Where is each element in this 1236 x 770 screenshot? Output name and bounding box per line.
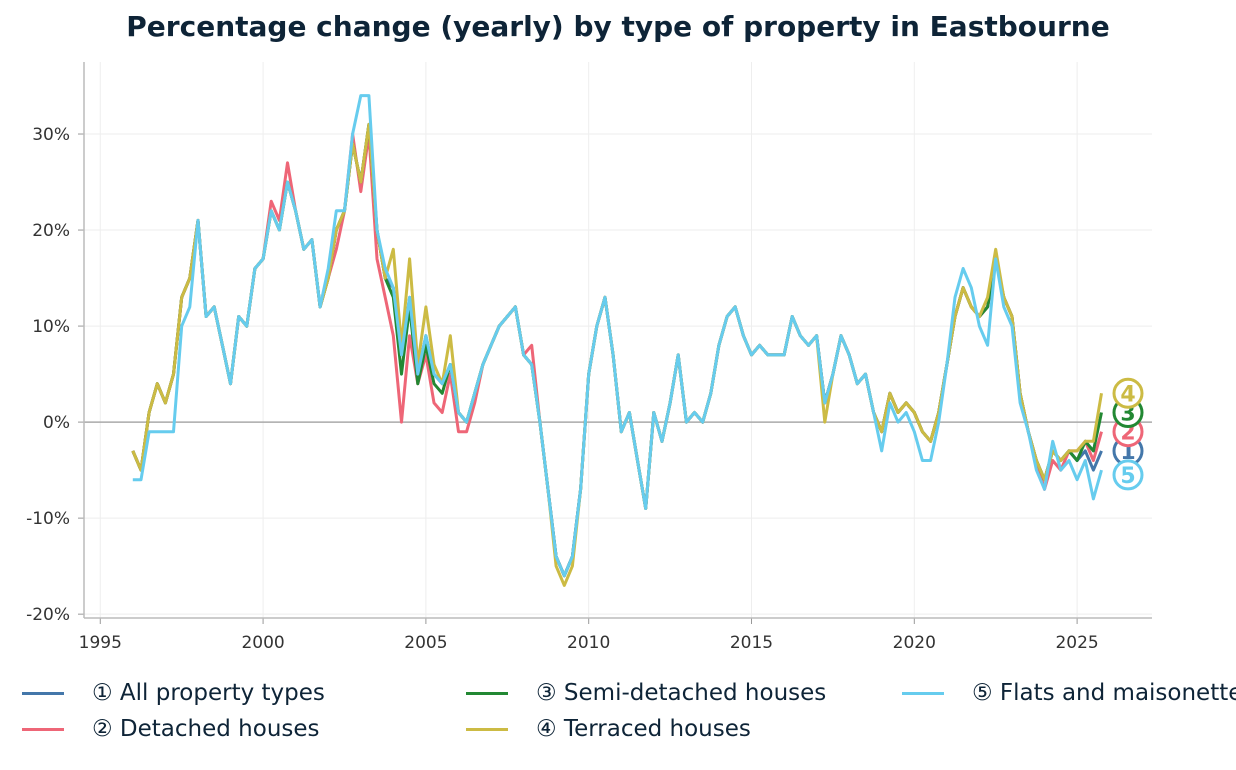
end-marker-label: 4: [1120, 382, 1135, 407]
x-tick-label: 2000: [241, 633, 284, 653]
series-line: [131, 132, 1103, 578]
x-tick-label: 2015: [730, 633, 773, 653]
legend-label: ② Detached houses: [92, 716, 320, 742]
legend-item: ⑤ Flats and maisonettes: [902, 680, 1236, 706]
y-tick-label: 0%: [43, 413, 70, 433]
legend-swatch: [902, 691, 944, 695]
end-marker-circle: [1112, 459, 1144, 491]
y-tick-label: -10%: [26, 509, 70, 529]
x-tick-label: 2020: [893, 633, 936, 653]
y-tick-label: -20%: [26, 605, 70, 625]
x-tick-label: 2005: [404, 633, 447, 653]
legend-label: ① All property types: [92, 680, 325, 706]
series-line: [131, 122, 1103, 578]
series-line: [132, 94, 1103, 578]
legend-item: ① All property types: [22, 680, 325, 706]
chart-title: Percentage change (yearly) by type of pr…: [126, 10, 1110, 43]
legend-item: ④ Terraced houses: [466, 716, 751, 742]
legend-item: ② Detached houses: [22, 716, 320, 742]
end-marker-label: 5: [1120, 464, 1135, 489]
y-tick-label: 10%: [32, 317, 70, 337]
series-line: [131, 122, 1103, 587]
y-tick-label: 20%: [32, 221, 70, 241]
legend-swatch: [466, 691, 508, 695]
y-tick-label: 30%: [32, 125, 70, 145]
legend-swatch: [22, 727, 64, 731]
legend-label: ⑤ Flats and maisonettes: [972, 680, 1236, 706]
legend-swatch: [22, 691, 64, 695]
x-tick-label: 2025: [1055, 633, 1098, 653]
legend-label: ④ Terraced houses: [536, 716, 751, 742]
legend-item: ③ Semi-detached houses: [466, 680, 826, 706]
x-tick-label: 2010: [567, 633, 610, 653]
legend-swatch: [466, 727, 508, 731]
end-marker-circle: [1112, 377, 1144, 409]
series-line: [131, 122, 1103, 578]
x-tick-label: 1995: [79, 633, 122, 653]
legend-label: ③ Semi-detached houses: [536, 680, 827, 706]
